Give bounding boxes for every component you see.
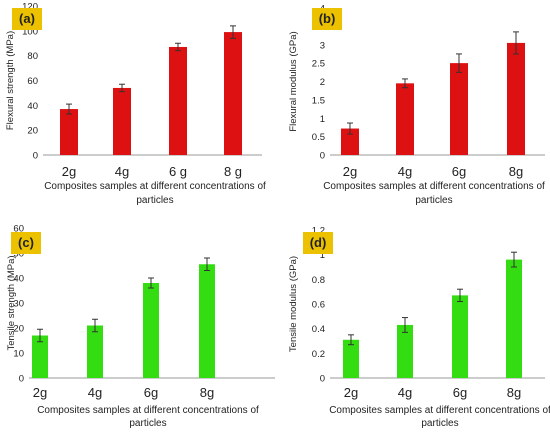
y-tick-label: 0.2 (312, 349, 325, 360)
x-axis-title: Composites samples at different concentr… (323, 181, 545, 192)
bar (506, 259, 522, 378)
y-tick-label: 0 (320, 374, 325, 385)
y-tick-label: 0 (19, 374, 24, 385)
panel-label: (a) (19, 11, 35, 26)
bar (397, 324, 413, 378)
bar (143, 283, 159, 378)
y-axis-title: Flexural strength (MPa) (5, 31, 16, 130)
bar (113, 87, 131, 155)
y-tick-label: 0.8 (312, 275, 325, 286)
y-tick-label: 120 (22, 2, 38, 13)
y-tick-label: 20 (13, 324, 24, 335)
x-tick-label: 4g (398, 164, 412, 179)
x-axis-title: particles (129, 418, 166, 429)
panel-label: (d) (310, 235, 327, 250)
x-tick-label: 2g (33, 385, 47, 400)
y-tick-label: 10 (13, 349, 24, 360)
y-tick-label: 20 (27, 126, 38, 137)
bar (396, 83, 414, 155)
y-tick-label: 1 (320, 114, 325, 125)
bar (169, 46, 187, 155)
x-axis-title: particles (421, 418, 458, 429)
y-axis-title: Flexural modulus (GPa) (288, 31, 299, 131)
y-tick-label: 2.5 (312, 59, 325, 70)
bar (60, 109, 78, 155)
y-tick-label: 80 (27, 51, 38, 62)
panel-label-box (12, 8, 42, 30)
bar (507, 42, 525, 155)
x-tick-label: 4g (398, 385, 412, 400)
y-tick-label: 0 (320, 151, 325, 162)
x-tick-label: 2g (344, 385, 358, 400)
y-axis-title: Tensile strength (MPa) (6, 255, 17, 350)
bar (224, 32, 242, 156)
panel-label-box (312, 8, 342, 30)
chart-panel-a: 0 20 40 60 80 100 120 2g 4g 6 g 8 g Flexural streng… (5, 2, 266, 207)
x-axis-title: Composites samples at different concentr… (329, 405, 550, 416)
panel-label: (b) (319, 11, 336, 26)
y-tick-label: 1 (320, 250, 325, 261)
bar (87, 325, 103, 378)
panel-label-box (303, 232, 333, 254)
y-axis-title: Tensile modulus (GPa) (288, 256, 299, 352)
x-tick-label: 4g (88, 385, 102, 400)
x-axis-title: Composites samples at different concentr… (44, 181, 266, 192)
bar (452, 295, 468, 378)
y-tick-label: 0.6 (312, 300, 325, 311)
y-tick-label: 40 (27, 101, 38, 112)
y-tick-label: 0 (33, 151, 38, 162)
x-axis-title: Composites samples at different concentr… (37, 405, 259, 416)
x-axis-title: particles (415, 195, 452, 206)
x-tick-label: 2g (62, 164, 76, 179)
y-tick-label: 3 (320, 40, 325, 51)
y-tick-label: 100 (22, 26, 38, 37)
bar (450, 63, 468, 155)
y-tick-label: 1.5 (312, 95, 325, 106)
y-tick-label: 1.2 (312, 226, 325, 237)
bar (343, 339, 359, 378)
y-tick-label: 0.4 (312, 324, 325, 335)
y-tick-label: 0.5 (312, 132, 325, 143)
x-tick-label: 4g (115, 164, 129, 179)
y-tick-label: 60 (27, 76, 38, 87)
chart-panel-d: 0 0.2 0.4 0.6 0.8 1 1.2 2g 4g 6g 8g Tensile modulus… (288, 226, 550, 430)
chart-panel-b: 00.511.522.533.542g4g6g8gFlexural modulu… (288, 4, 545, 207)
y-tick-label: 60 (13, 224, 24, 235)
bar (32, 335, 48, 378)
x-tick-label: 6g (144, 385, 158, 400)
panel-label-box (11, 232, 41, 254)
x-axis-title: particles (136, 195, 173, 206)
bar (199, 264, 215, 378)
x-tick-label: 6g (453, 385, 467, 400)
x-tick-label: 8g (200, 385, 214, 400)
y-tick-label: 30 (13, 299, 24, 310)
x-tick-label: 6 g (169, 164, 187, 179)
x-tick-label: 6g (452, 164, 466, 179)
x-tick-label: 2g (343, 164, 357, 179)
y-tick-label: 40 (13, 274, 24, 285)
x-tick-label: 8 g (224, 164, 242, 179)
y-tick-label: 2 (320, 77, 325, 88)
bar (341, 128, 359, 155)
chart-panel-c: 01020304050602g4g6g8gTensile strength (M… (6, 224, 275, 429)
x-tick-label: 8g (507, 385, 521, 400)
x-tick-label: 8g (509, 164, 523, 179)
panel-label: (c) (18, 235, 34, 250)
